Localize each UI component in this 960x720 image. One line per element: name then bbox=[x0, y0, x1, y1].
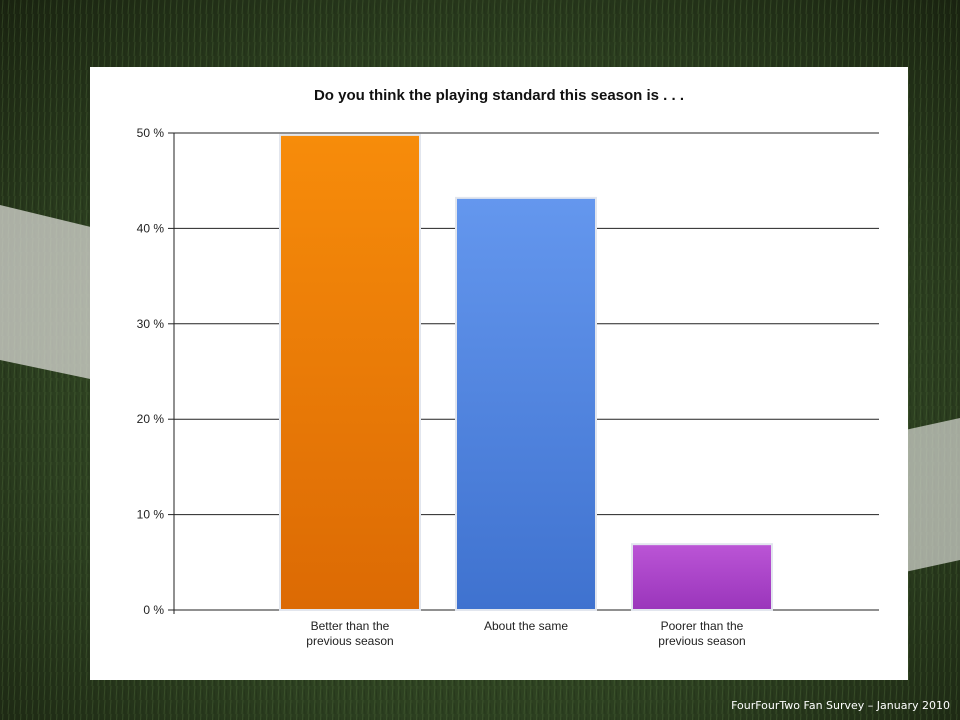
chart-panel: Do you think the playing standard this s… bbox=[90, 67, 908, 680]
y-tick-label: 0 % bbox=[143, 603, 164, 617]
x-tick-label: Better than the previous season bbox=[306, 619, 393, 648]
y-tick-label: 40 % bbox=[137, 221, 165, 235]
chart-title: Do you think the playing standard this s… bbox=[313, 87, 685, 104]
bar bbox=[631, 543, 773, 612]
footer-credit: FourFourTwo Fan Survey – January 2010 bbox=[731, 699, 950, 712]
x-tick-label: Poorer than the previous season bbox=[658, 619, 745, 648]
y-tick-label: 10 % bbox=[137, 508, 165, 522]
y-tick-label: 30 % bbox=[137, 317, 165, 331]
y-tick-label: 20 % bbox=[137, 412, 165, 426]
bar bbox=[455, 196, 597, 611]
x-tick-label: About the same bbox=[484, 619, 568, 633]
bar bbox=[279, 133, 421, 612]
y-tick-label: 50 % bbox=[137, 126, 165, 140]
bar-chart: 0 % 10 % 20 % 30 % 40 % 50 % Better than the pr… bbox=[137, 126, 879, 648]
